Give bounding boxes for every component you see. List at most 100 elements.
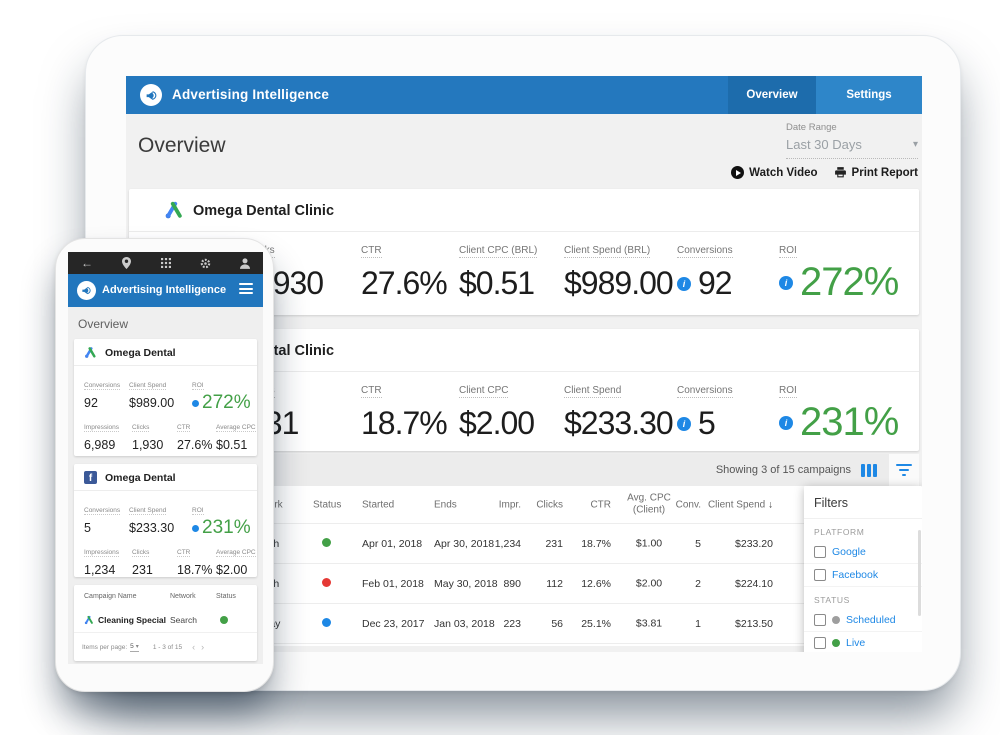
- col-status[interactable]: Status: [216, 593, 236, 600]
- metric-roi: ROI i 272%: [779, 245, 899, 304]
- metric-clicks: Clicks 231: [132, 549, 153, 577]
- info-icon[interactable]: i: [779, 415, 793, 430]
- filter-funnel-icon: [896, 464, 912, 476]
- megaphone-logo: [140, 84, 162, 106]
- metric-ctr: CTR 18.7%: [177, 549, 213, 577]
- info-icon[interactable]: i: [779, 275, 793, 290]
- date-range-label: Date Range: [786, 122, 837, 133]
- phone-app-title: Advertising Intelligence: [102, 284, 227, 296]
- phone-page-title: Overview: [78, 317, 129, 331]
- col-started[interactable]: Started: [362, 499, 395, 510]
- printer-icon: [834, 167, 846, 178]
- metric-client-cpc: Client CPC $2.00: [459, 385, 535, 441]
- sort-desc-icon: ↓: [768, 499, 773, 510]
- col-client-spend[interactable]: Client Spend ↓: [707, 499, 773, 510]
- play-icon: [731, 166, 745, 179]
- scrollbar[interactable]: [918, 530, 921, 616]
- col-network[interactable]: Network: [170, 593, 196, 600]
- metric-roi: ROI i 231%: [779, 385, 899, 444]
- chevron-down-icon: ▾: [135, 643, 139, 650]
- date-range-value: Last 30 Days: [786, 137, 862, 152]
- col-avg-cpc[interactable]: Avg. CPC (Client): [627, 492, 671, 516]
- phone-campaigns-card: Campaign Name Network Status Cleaning Sp…: [74, 585, 257, 661]
- gear-icon[interactable]: [200, 258, 211, 269]
- info-icon[interactable]: i: [677, 276, 691, 291]
- metric-client-spend: Client Spend $233.30: [129, 507, 175, 535]
- pagination-range: 1 - 3 of 15: [152, 643, 183, 651]
- google-ads-icon: [85, 347, 96, 358]
- metric-clicks: Clicks 1,930: [132, 424, 164, 452]
- facebook-icon: f: [84, 471, 97, 484]
- table-row[interactable]: Search Apr 01, 2018 Apr 30, 2018 1,234 2…: [129, 524, 919, 564]
- next-page-button[interactable]: ›: [201, 642, 205, 652]
- col-ends[interactable]: Ends: [434, 499, 457, 510]
- metric-conversions: Conversions i 92: [677, 245, 733, 301]
- filter-option-scheduled[interactable]: Scheduled: [804, 609, 922, 632]
- megaphone-icon: [82, 286, 91, 295]
- client-name: Omega Dental: [105, 472, 176, 484]
- chevron-down-icon: ▾: [912, 139, 918, 150]
- print-report-button[interactable]: Print Report: [834, 166, 918, 179]
- metric-client-spend: Client Spend (BRL) $989.00: [564, 245, 674, 301]
- header-actions: Watch Video Print Report: [546, 166, 918, 179]
- checkbox[interactable]: [814, 569, 826, 581]
- metric-client-cpc: Client CPC (BRL) $0.51: [459, 245, 538, 301]
- filter-option-facebook[interactable]: Facebook: [804, 564, 922, 587]
- columns-icon[interactable]: [861, 463, 877, 477]
- tab-settings[interactable]: Settings: [816, 76, 922, 114]
- col-status[interactable]: Status: [313, 499, 342, 510]
- filter-option-google[interactable]: Google: [804, 541, 922, 564]
- status-dot: [832, 616, 840, 624]
- col-conversions[interactable]: Conv.: [675, 499, 701, 510]
- person-icon[interactable]: [240, 257, 250, 269]
- filters-platform-heading: PLATFORM: [814, 527, 865, 537]
- metric-impressions: Impressions 1,234: [84, 549, 120, 577]
- page-title: Overview: [138, 134, 226, 157]
- location-pin-icon[interactable]: [122, 257, 132, 269]
- date-range-select[interactable]: Date Range Last 30 Days ▾: [786, 122, 918, 159]
- checkbox[interactable]: [814, 637, 826, 649]
- table-row[interactable]: Display Dec 23, 2017 Jan 03, 2018 223 56…: [129, 604, 919, 644]
- metric-average-cpc: Average CPC $0.51: [216, 424, 256, 452]
- filters-status-heading: STATUS: [814, 595, 850, 605]
- col-ctr[interactable]: CTR: [590, 499, 611, 510]
- table-row[interactable]: Cleaning Special Search: [74, 607, 257, 633]
- status-dot: [321, 617, 331, 627]
- hamburger-menu-icon[interactable]: [239, 283, 253, 294]
- checkbox[interactable]: [814, 614, 826, 626]
- filter-button[interactable]: [889, 454, 919, 486]
- back-arrow-icon[interactable]: ←: [81, 256, 93, 270]
- metric-roi: ROI 272%: [192, 382, 251, 413]
- col-impressions[interactable]: Impr.: [498, 499, 521, 510]
- table-row[interactable]: Search Feb 01, 2018 May 30, 2018 890 112…: [129, 564, 919, 604]
- metric-average-cpc: Average CPC $2.00: [216, 549, 256, 577]
- megaphone-logo: [77, 281, 96, 300]
- phone-device: ← Advertising Intelligence Over: [55, 238, 274, 692]
- col-campaign-name[interactable]: Campaign Name: [84, 593, 137, 600]
- info-icon[interactable]: [192, 524, 199, 532]
- status-dot: [832, 639, 840, 647]
- info-icon[interactable]: [192, 399, 199, 407]
- client-name: Omega Dental: [105, 347, 176, 359]
- app-header: Advertising Intelligence Overview Settin…: [126, 76, 922, 114]
- tab-overview[interactable]: Overview: [728, 76, 816, 114]
- metric-client-spend: Client Spend $233.30: [564, 385, 674, 441]
- megaphone-icon: [146, 90, 156, 100]
- status-dot: [321, 537, 331, 547]
- metric-impressions: Impressions 6,989: [84, 424, 120, 452]
- status-dot: [321, 577, 331, 587]
- filter-option-live[interactable]: Live: [804, 632, 922, 652]
- google-ads-icon: [165, 201, 182, 219]
- filters-panel: Filters PLATFORM Google Facebook STATUS …: [804, 486, 922, 652]
- metric-ctr: CTR 18.7%: [361, 385, 448, 441]
- watch-video-button[interactable]: Watch Video: [731, 166, 818, 179]
- info-icon[interactable]: i: [677, 416, 691, 431]
- phone-screen: ← Advertising Intelligence Over: [68, 252, 263, 664]
- checkbox[interactable]: [814, 546, 826, 558]
- apps-grid-icon[interactable]: [160, 258, 171, 268]
- prev-page-button[interactable]: ‹: [192, 642, 196, 652]
- metric-conversions: Conversions 92: [84, 382, 121, 410]
- col-clicks[interactable]: Clicks: [536, 499, 563, 510]
- items-per-page-select[interactable]: 5 ▾: [130, 642, 139, 652]
